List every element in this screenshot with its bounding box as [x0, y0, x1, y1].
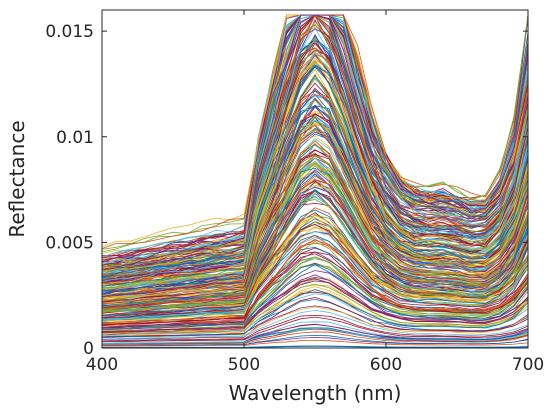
series-line	[101, 321, 529, 343]
series-line	[101, 247, 529, 328]
series-line	[101, 334, 529, 346]
series-line	[101, 327, 529, 344]
series-line	[101, 59, 529, 289]
series-line	[101, 52, 529, 292]
series-line	[101, 345, 529, 348]
plot-frame	[101, 9, 529, 349]
series-line	[101, 241, 529, 330]
series-line	[101, 62, 529, 290]
series-line	[101, 289, 529, 338]
y-tick-label: 0	[83, 339, 94, 359]
series-line	[101, 68, 529, 287]
series-line	[101, 270, 529, 334]
series-line	[101, 309, 529, 340]
x-tick-label: 400	[86, 355, 118, 375]
series-line	[101, 142, 529, 308]
series-line	[101, 226, 529, 323]
series-line	[101, 50, 529, 297]
series-line	[101, 177, 529, 317]
series-line	[101, 278, 529, 333]
series-line	[101, 239, 529, 325]
series-line	[101, 41, 529, 283]
series-line	[101, 178, 529, 316]
series-line	[101, 179, 529, 310]
series-line	[101, 339, 529, 347]
series-line	[101, 123, 529, 298]
series-line	[101, 274, 529, 331]
series-layer	[101, 14, 529, 349]
series-line	[101, 28, 529, 291]
series-line	[101, 144, 529, 308]
tick-layer: 400 500 600 700 0 0.005 0.01 0.015	[45, 10, 544, 375]
series-line	[101, 73, 529, 289]
series-line	[101, 223, 529, 325]
series-line	[101, 106, 529, 295]
series-line	[101, 21, 529, 268]
series-line	[101, 314, 529, 342]
series-line	[101, 190, 529, 313]
y-axis-label: Reflectance	[5, 120, 29, 237]
series-line	[101, 331, 529, 345]
series-line	[101, 189, 529, 317]
series-line	[101, 316, 529, 343]
series-line	[101, 47, 529, 280]
series-line	[101, 214, 529, 320]
series-line	[101, 198, 529, 313]
y-tick-label: 0.015	[45, 22, 94, 42]
series-line	[101, 296, 529, 338]
x-axis-label: Wavelength (nm)	[229, 381, 402, 405]
x-tick-label: 500	[228, 355, 260, 375]
series-line	[101, 54, 529, 283]
y-tick-label: 0.01	[56, 128, 94, 148]
x-tick-label: 600	[370, 355, 402, 375]
series-line	[101, 178, 529, 316]
series-line	[101, 97, 529, 299]
series-line	[101, 263, 529, 330]
series-line	[101, 47, 529, 273]
series-line	[101, 61, 529, 293]
series-line	[101, 64, 529, 292]
series-line	[101, 153, 529, 303]
series-line	[101, 88, 529, 287]
x-tick-label: 700	[512, 355, 544, 375]
series-line	[101, 49, 529, 270]
y-tick-label: 0.005	[45, 233, 94, 253]
series-line	[101, 231, 529, 321]
series-line	[101, 256, 529, 326]
series-line	[101, 14, 529, 263]
series-line	[101, 112, 529, 304]
